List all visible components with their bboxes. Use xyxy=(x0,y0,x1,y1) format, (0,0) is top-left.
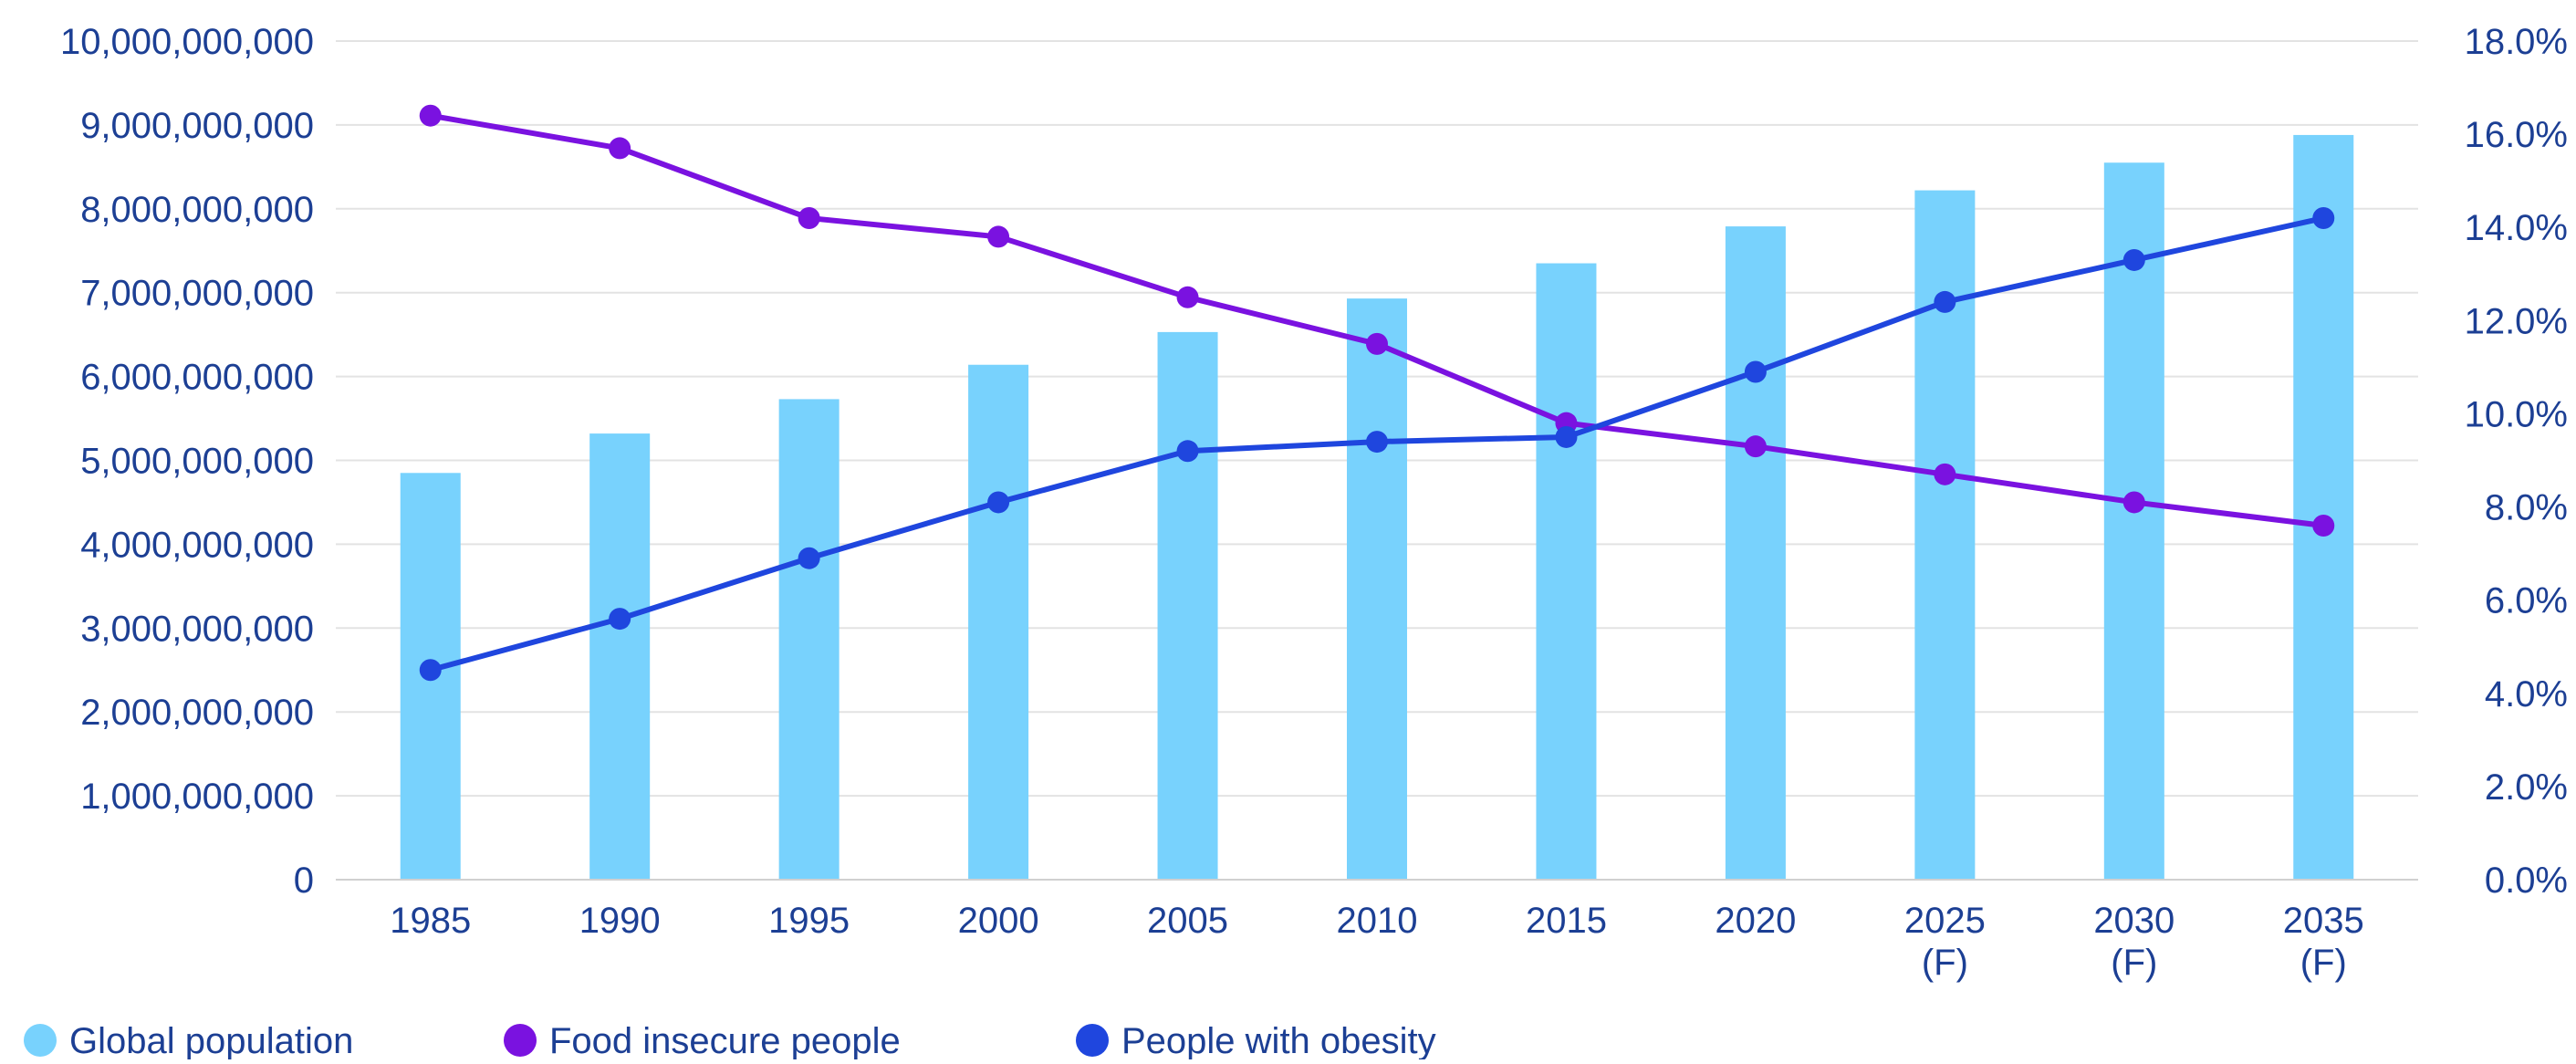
y-right-tick-label: 16.0% xyxy=(2465,115,2568,155)
legend-label-people-with-obesity: People with obesity xyxy=(1121,1021,1436,1059)
y-left-tick-label: 3,000,000,000 xyxy=(80,609,314,649)
bar-global-population xyxy=(1157,331,1218,880)
point-food-insecure-people xyxy=(1176,286,1199,308)
y-left-tick-label: 9,000,000,000 xyxy=(80,106,314,146)
bar-global-population xyxy=(2103,162,2164,880)
x-tick-label: 1995 xyxy=(768,901,850,941)
point-people-with-obesity xyxy=(609,608,631,631)
point-people-with-obesity xyxy=(1934,290,1956,313)
point-people-with-obesity xyxy=(2122,248,2145,271)
y-right-tick-label: 4.0% xyxy=(2485,674,2568,715)
point-people-with-obesity xyxy=(987,491,1010,514)
y-right-tick-label: 2.0% xyxy=(2485,767,2568,808)
point-people-with-obesity xyxy=(1744,360,1767,383)
point-food-insecure-people xyxy=(1744,435,1767,458)
point-food-insecure-people xyxy=(2122,491,2145,514)
point-food-insecure-people xyxy=(609,137,631,160)
x-tick-sublabel: (F) xyxy=(2111,943,2157,983)
y-right-tick-label: 0.0% xyxy=(2485,861,2568,901)
y-right-tick-label: 14.0% xyxy=(2465,208,2568,248)
y-left-tick-label: 6,000,000,000 xyxy=(80,358,314,398)
y-left-tick-label: 4,000,000,000 xyxy=(80,525,314,565)
point-food-insecure-people xyxy=(1366,332,1388,355)
y-axis-left: 0 1,000,000,000 2,000,000,000 3,000,000,000… xyxy=(60,22,314,901)
x-tick-label: 2025 xyxy=(1904,901,1986,941)
x-tick-label: 2030 xyxy=(2093,901,2174,941)
bar-global-population xyxy=(968,364,1029,880)
legend-swatch-food-insecure-people xyxy=(504,1024,537,1057)
legend-swatch-global-population xyxy=(24,1024,57,1057)
x-axis: 1985 1990 1995 2000 2005 2010 2015 2020 2025(F)2… xyxy=(336,879,2418,983)
y-right-tick-label: 6.0% xyxy=(2485,581,2568,621)
x-tick-label: 2020 xyxy=(1715,901,1796,941)
point-people-with-obesity xyxy=(1366,431,1388,454)
point-food-insecure-people xyxy=(798,207,820,230)
point-people-with-obesity xyxy=(2312,207,2335,230)
legend: Global population Food insecure people Peo… xyxy=(24,1021,1436,1061)
y-left-tick-label: 7,000,000,000 xyxy=(80,274,314,314)
bar-global-population xyxy=(1347,298,1407,880)
x-tick-label: 1990 xyxy=(579,901,661,941)
point-people-with-obesity xyxy=(798,547,820,569)
y-right-tick-label: 8.0% xyxy=(2485,488,2568,528)
x-tick-label: 2005 xyxy=(1147,901,1228,941)
x-tick-label: 1985 xyxy=(390,901,471,941)
point-food-insecure-people xyxy=(1934,463,1956,485)
bar-global-population xyxy=(589,433,651,880)
x-tick-sublabel: (F) xyxy=(2300,943,2347,983)
point-food-insecure-people xyxy=(987,225,1010,248)
x-tick-sublabel: (F) xyxy=(1922,943,1968,983)
bar-global-population xyxy=(1536,263,1597,880)
legend-swatch-people-with-obesity xyxy=(1076,1024,1109,1057)
legend-label-global-population: Global population xyxy=(69,1021,353,1059)
legend-label-food-insecure-people: Food insecure people xyxy=(549,1021,901,1059)
x-tick-label: 2010 xyxy=(1337,901,1418,941)
line-series xyxy=(419,104,2335,682)
point-people-with-obesity xyxy=(1555,425,1578,448)
y-left-tick-label: 5,000,000,000 xyxy=(80,442,314,482)
bar-global-population xyxy=(2293,134,2354,881)
point-food-insecure-people xyxy=(419,104,442,127)
y-right-tick-label: 18.0% xyxy=(2465,22,2568,62)
point-people-with-obesity xyxy=(1176,440,1199,463)
point-people-with-obesity xyxy=(419,659,442,682)
y-right-tick-label: 10.0% xyxy=(2465,394,2568,434)
y-left-tick-label: 10,000,000,000 xyxy=(60,22,314,62)
y-axis-right: 0.0% 2.0% 4.0% 6.0% 8.0% 10.0% 12.0% 14.0% 16.0%… xyxy=(2465,22,2568,901)
y-left-tick-label: 1,000,000,000 xyxy=(80,777,314,817)
y-left-tick-label: 0 xyxy=(294,861,314,901)
point-food-insecure-people xyxy=(2312,514,2335,537)
y-left-tick-label: 8,000,000,000 xyxy=(80,190,314,230)
x-tick-label: 2015 xyxy=(1526,901,1607,941)
x-tick-label: 2035 xyxy=(2283,901,2364,941)
y-left-tick-label: 2,000,000,000 xyxy=(80,693,314,733)
bar-global-population xyxy=(778,399,840,881)
bar-global-population xyxy=(1725,226,1786,880)
x-tick-label: 2000 xyxy=(958,901,1039,941)
y-right-tick-label: 12.0% xyxy=(2465,301,2568,341)
bar-series-global-population xyxy=(400,134,2354,881)
